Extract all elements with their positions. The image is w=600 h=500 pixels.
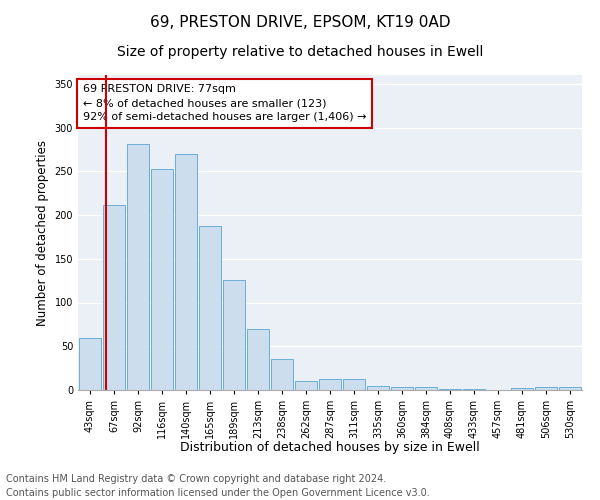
Text: Contains HM Land Registry data © Crown copyright and database right 2024.
Contai: Contains HM Land Registry data © Crown c…: [6, 474, 430, 498]
Text: 69 PRESTON DRIVE: 77sqm
← 8% of detached houses are smaller (123)
92% of semi-de: 69 PRESTON DRIVE: 77sqm ← 8% of detached…: [83, 84, 367, 122]
Bar: [367, 386, 389, 390]
Bar: [415, 388, 437, 390]
Bar: [295, 381, 317, 390]
Bar: [223, 280, 245, 390]
Bar: [535, 386, 557, 390]
Bar: [439, 389, 461, 390]
Bar: [199, 226, 221, 390]
Bar: [271, 360, 293, 390]
Bar: [463, 389, 485, 390]
Bar: [175, 154, 197, 390]
Bar: [247, 329, 269, 390]
Bar: [103, 206, 125, 390]
Bar: [79, 338, 101, 390]
X-axis label: Distribution of detached houses by size in Ewell: Distribution of detached houses by size …: [180, 441, 480, 454]
Bar: [151, 168, 173, 390]
Bar: [319, 378, 341, 390]
Bar: [127, 144, 149, 390]
Y-axis label: Number of detached properties: Number of detached properties: [36, 140, 49, 326]
Bar: [559, 386, 581, 390]
Text: 69, PRESTON DRIVE, EPSOM, KT19 0AD: 69, PRESTON DRIVE, EPSOM, KT19 0AD: [150, 15, 450, 30]
Bar: [391, 386, 413, 390]
Bar: [511, 388, 533, 390]
Text: Size of property relative to detached houses in Ewell: Size of property relative to detached ho…: [117, 45, 483, 59]
Bar: [343, 378, 365, 390]
